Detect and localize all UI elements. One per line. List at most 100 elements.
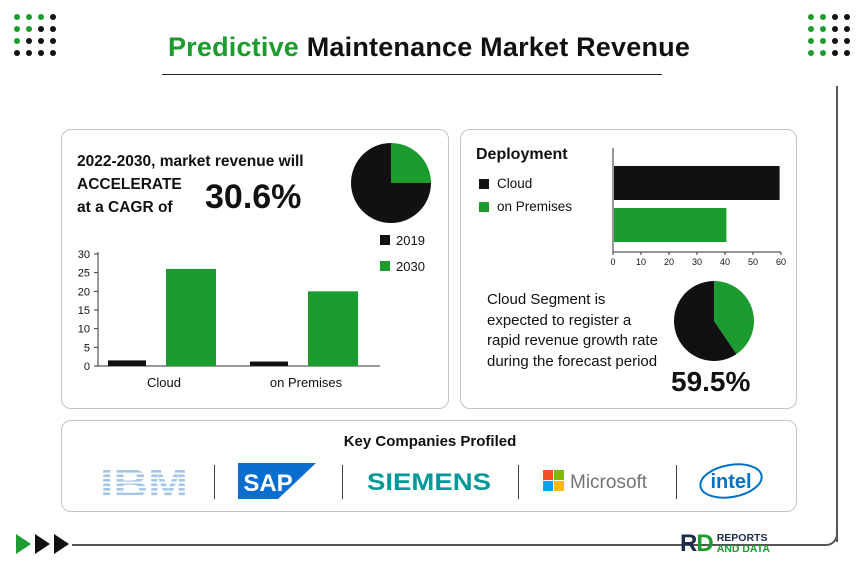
siemens-logo-text: SIEMENS bbox=[367, 469, 491, 496]
revenue-pie-chart bbox=[351, 143, 431, 223]
dot bbox=[844, 14, 850, 20]
dot bbox=[832, 38, 838, 44]
dot bbox=[50, 14, 56, 20]
revenue-bar-chart: 0 5 10 15 20 25 30 Cloud on Premises 2019 2030 bbox=[78, 233, 425, 390]
title-accent-word: Predictive bbox=[167, 32, 300, 62]
deployment-panel: Deployment Cloud on Premises 0 10 20 30 40 50… bbox=[460, 129, 797, 409]
cloud-pie-slice-on-premises bbox=[714, 281, 754, 355]
microsoft-logo-text: Microsoft bbox=[570, 472, 648, 493]
arrow-icon bbox=[16, 534, 31, 554]
x-tick-label: 30 bbox=[692, 257, 702, 267]
dot bbox=[14, 14, 20, 20]
cloud-pie-slice-cloud bbox=[674, 281, 737, 361]
decorative-dots-right bbox=[808, 14, 850, 56]
dot bbox=[832, 14, 838, 20]
brand-mark: RD bbox=[680, 530, 714, 558]
frame-line-corner bbox=[800, 508, 838, 546]
dot bbox=[38, 50, 44, 56]
legend-swatch-2030 bbox=[380, 261, 390, 271]
dot bbox=[832, 26, 838, 32]
ibm-logo-text: IBM bbox=[100, 462, 188, 501]
brand-mark-d: D bbox=[696, 530, 713, 557]
brand-line-1: REPORTS bbox=[716, 532, 768, 544]
bar-2030-on-premises bbox=[308, 291, 358, 366]
y-tick-label: 15 bbox=[78, 305, 90, 317]
market-revenue-panel: 2022-2030, market revenue will ACCELERAT… bbox=[61, 129, 449, 409]
dot bbox=[832, 50, 838, 56]
legend-swatch-on-premises bbox=[479, 201, 489, 212]
dot bbox=[38, 38, 44, 44]
x-tick-label: 50 bbox=[748, 257, 758, 267]
dot bbox=[14, 26, 20, 32]
y-tick-label: 0 bbox=[84, 361, 90, 373]
x-tick-label: 40 bbox=[720, 257, 730, 267]
page-title: Predictive Maintenance Market Revenue bbox=[0, 32, 858, 63]
arrow-icon bbox=[35, 534, 50, 554]
legend-label-2019: 2019 bbox=[396, 233, 425, 248]
y-tick-label: 5 bbox=[84, 342, 90, 354]
revenue-pie-slice-highlighted bbox=[391, 143, 431, 183]
legend-swatch-2019 bbox=[380, 235, 390, 245]
legend-label-on-premises: on Premises bbox=[497, 199, 573, 214]
sap-logo: SAP bbox=[238, 461, 316, 501]
siemens-logo: SIEMENS bbox=[364, 461, 494, 501]
logo-separator bbox=[342, 465, 343, 499]
dot bbox=[38, 26, 44, 32]
dot bbox=[26, 38, 32, 44]
bar-on-premises bbox=[614, 208, 727, 242]
ibm-logo: IBM bbox=[98, 461, 190, 501]
legend-label-2030: 2030 bbox=[396, 259, 425, 274]
cagr-value: 30.6% bbox=[205, 178, 302, 216]
cloud-share-value: 59.5% bbox=[671, 366, 751, 397]
decorative-dots-left bbox=[14, 14, 56, 56]
dot bbox=[820, 50, 826, 56]
bar-2030-cloud bbox=[166, 268, 216, 366]
x-tick-label: 20 bbox=[664, 257, 674, 267]
dot bbox=[14, 50, 20, 56]
dot bbox=[808, 14, 814, 20]
legend-cloud: Cloud bbox=[479, 176, 532, 191]
cloud-segment-description: Cloud Segment is expected to register a … bbox=[487, 291, 658, 370]
key-companies-title: Key Companies Profiled bbox=[343, 433, 517, 450]
x-tick-label: 10 bbox=[636, 257, 646, 267]
x-tick-label: 60 bbox=[776, 257, 786, 267]
dot bbox=[38, 14, 44, 20]
reports-and-data-logo: RD REPORTS AND DATA bbox=[680, 530, 770, 558]
x-category-label: on Premises bbox=[270, 375, 343, 390]
revenue-pie-slice-other bbox=[351, 143, 431, 223]
dot bbox=[14, 38, 20, 44]
bar-2019-cloud bbox=[108, 360, 146, 366]
logo-separator bbox=[676, 465, 677, 499]
microsoft-logo: Microsoft bbox=[542, 461, 654, 501]
dot bbox=[26, 26, 32, 32]
dot bbox=[50, 26, 56, 32]
dot bbox=[844, 38, 850, 44]
y-tick-label: 20 bbox=[78, 286, 90, 298]
brand-mark-r: R bbox=[680, 530, 697, 557]
dot bbox=[26, 14, 32, 20]
dot bbox=[26, 50, 32, 56]
title-divider bbox=[162, 74, 662, 75]
arrow-icon bbox=[54, 534, 69, 554]
intro-line-2: ACCELERATE bbox=[77, 176, 182, 193]
dot bbox=[808, 50, 814, 56]
y-tick-label: 25 bbox=[78, 268, 90, 280]
deployment-title: Deployment bbox=[476, 146, 568, 163]
legend-on-premises: on Premises bbox=[479, 199, 572, 214]
bar-2019-on-premises bbox=[250, 361, 288, 366]
dot bbox=[808, 26, 814, 32]
dot bbox=[50, 38, 56, 44]
dot bbox=[820, 26, 826, 32]
frame-line-vertical bbox=[836, 86, 838, 542]
intro-line-3: at a CAGR of bbox=[77, 199, 173, 216]
decorative-arrows bbox=[16, 534, 69, 554]
y-tick-label: 30 bbox=[78, 249, 90, 261]
dot bbox=[820, 38, 826, 44]
intro-text: 2022-2030, market revenue will ACCELERAT… bbox=[77, 150, 304, 219]
frame-line-horizontal bbox=[72, 544, 802, 546]
y-tick-label: 10 bbox=[78, 324, 90, 336]
legend-label-cloud: Cloud bbox=[497, 176, 533, 191]
dot bbox=[50, 50, 56, 56]
sap-logo-text: SAP bbox=[243, 470, 292, 497]
brand-line-2: AND DATA bbox=[716, 543, 770, 555]
